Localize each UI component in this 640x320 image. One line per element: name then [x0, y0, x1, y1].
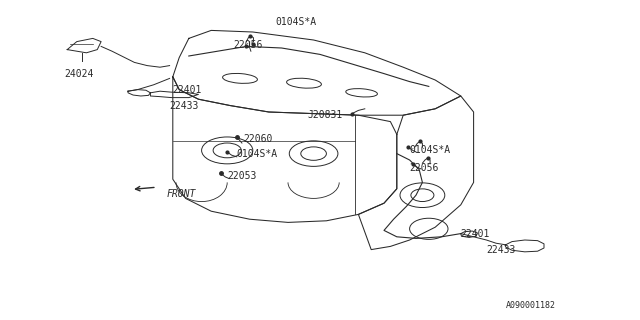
Text: 24024: 24024 — [64, 68, 93, 79]
Text: A090001182: A090001182 — [506, 301, 556, 310]
Text: 0104S*A: 0104S*A — [275, 17, 316, 28]
Text: 22056: 22056 — [410, 163, 439, 173]
Text: FRONT: FRONT — [166, 188, 196, 199]
Text: 22060: 22060 — [243, 134, 273, 144]
Text: 22401: 22401 — [461, 228, 490, 239]
Text: 22433: 22433 — [486, 244, 516, 255]
Text: 22433: 22433 — [170, 100, 199, 111]
Text: 22056: 22056 — [234, 40, 263, 50]
Text: J20831: J20831 — [307, 110, 342, 120]
Text: 0104S*A: 0104S*A — [237, 148, 278, 159]
Text: 22053: 22053 — [227, 171, 257, 181]
Text: 0104S*A: 0104S*A — [410, 145, 451, 156]
Text: 22401: 22401 — [173, 84, 202, 95]
